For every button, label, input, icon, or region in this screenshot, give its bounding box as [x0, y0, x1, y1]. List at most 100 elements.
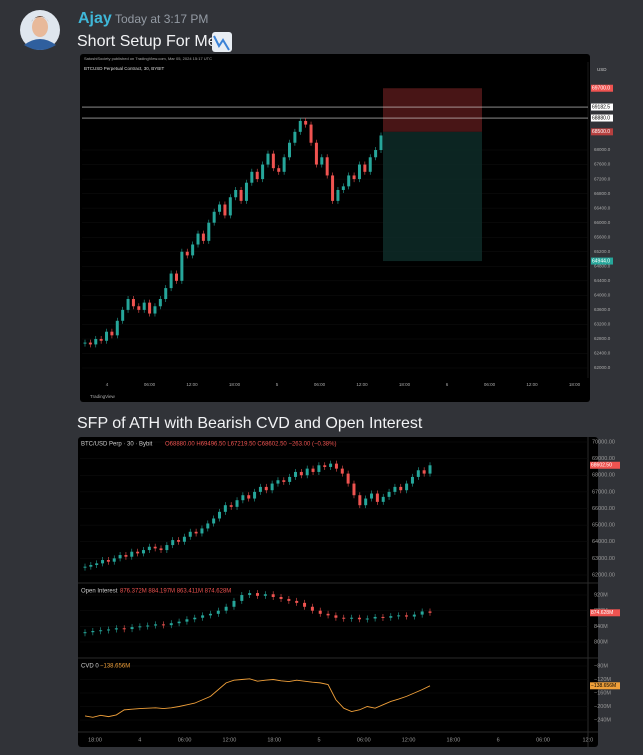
y-tick-label: 840M: [594, 624, 608, 630]
candle: [405, 483, 409, 491]
candle: [201, 233, 205, 241]
candle: [101, 560, 105, 564]
candle: [158, 298, 162, 307]
caption: SFP of ATH with Bearish CVD and Open Int…: [77, 415, 423, 432]
candle: [124, 555, 128, 557]
candle: [95, 563, 99, 566]
candle: [323, 465, 327, 467]
candle: [282, 157, 286, 172]
candle: [350, 617, 354, 619]
y-tick-label: 70000.00: [592, 439, 615, 445]
candle: [352, 483, 356, 496]
candle: [182, 536, 186, 542]
y-tick-label: −80M: [594, 663, 608, 669]
y-tick-label: 65200.0: [594, 249, 611, 254]
emoji-line: [213, 35, 230, 51]
candle: [358, 495, 362, 506]
candle: [346, 473, 350, 484]
x-tick-label: 18:00: [267, 737, 281, 743]
price-tag-label: −138.656M: [591, 683, 616, 689]
candle: [234, 189, 238, 198]
y-tick-label: 800M: [594, 639, 608, 645]
candle: [216, 610, 220, 614]
y-tick-label: −120M: [594, 677, 611, 683]
candle: [137, 306, 141, 310]
candle: [375, 493, 379, 502]
candle: [180, 251, 184, 281]
oi-title: Open Interest: [81, 589, 118, 595]
candle: [174, 273, 178, 281]
candle: [200, 528, 204, 534]
candle: [110, 331, 114, 336]
x-tick-label: 5: [317, 737, 320, 743]
candle: [122, 628, 126, 630]
candle: [217, 511, 221, 519]
candle: [270, 483, 274, 491]
y-tick-label: 63600.0: [594, 307, 611, 312]
y-tick-label: −200M: [594, 704, 611, 710]
candle: [194, 531, 198, 534]
y-tick-label: 62000.0: [594, 365, 611, 370]
candle: [399, 486, 403, 491]
y-tick-label: 67200.0: [594, 176, 611, 181]
avatar-face: [32, 17, 48, 37]
candle: [341, 186, 345, 190]
y-tick-label: 67600.0: [594, 162, 611, 167]
candle: [266, 153, 270, 165]
candle: [99, 338, 103, 341]
candle: [224, 606, 228, 611]
image-1[interactable]: [80, 54, 590, 402]
candle: [146, 625, 150, 627]
candle: [271, 153, 275, 169]
price-tag-label: 874.628M: [591, 610, 613, 616]
candle: [357, 617, 361, 620]
candle: [420, 611, 424, 615]
image-2[interactable]: [78, 437, 598, 747]
y-tick-label: 64800.0: [594, 263, 611, 268]
author[interactable]: Ajay: [78, 10, 112, 27]
candle: [89, 565, 93, 567]
candle: [255, 171, 259, 180]
x-tick-label: 18:00: [569, 382, 581, 387]
candle: [287, 598, 291, 601]
candle: [106, 560, 110, 562]
message-text: Short Setup For Me: [77, 33, 217, 50]
candle: [379, 135, 383, 151]
y-tick-label: 920M: [594, 592, 608, 598]
candle: [188, 531, 192, 537]
candle: [276, 480, 280, 484]
candle: [247, 495, 251, 499]
candle: [91, 631, 95, 633]
avatar[interactable]: [20, 10, 60, 50]
candle: [310, 606, 314, 611]
candle: [126, 298, 130, 310]
avatar-shirt: [24, 39, 56, 50]
candle: [206, 523, 210, 529]
y-tick-label: 66400.0: [594, 205, 611, 210]
candle: [161, 624, 165, 626]
candle: [105, 331, 109, 341]
candle: [171, 540, 175, 546]
candle: [397, 615, 401, 617]
candle: [334, 463, 338, 469]
candle: [279, 596, 283, 599]
candle: [185, 619, 189, 622]
y-tick-label: 67000.00: [592, 489, 615, 495]
candle: [83, 566, 87, 568]
candle: [309, 124, 313, 143]
candle: [373, 616, 377, 619]
candle: [271, 594, 275, 597]
candle: [169, 623, 173, 626]
y-tick-label: −160M: [594, 690, 611, 696]
y-tick-label: 66800.0: [594, 191, 611, 196]
candle: [410, 476, 414, 484]
candle: [241, 495, 245, 501]
series-line: [84, 678, 431, 718]
candle: [293, 131, 297, 143]
candle: [201, 615, 205, 618]
candle: [148, 302, 152, 314]
cvd-title: CVD 0: [81, 664, 99, 670]
candle: [347, 175, 351, 187]
candle: [294, 471, 298, 477]
